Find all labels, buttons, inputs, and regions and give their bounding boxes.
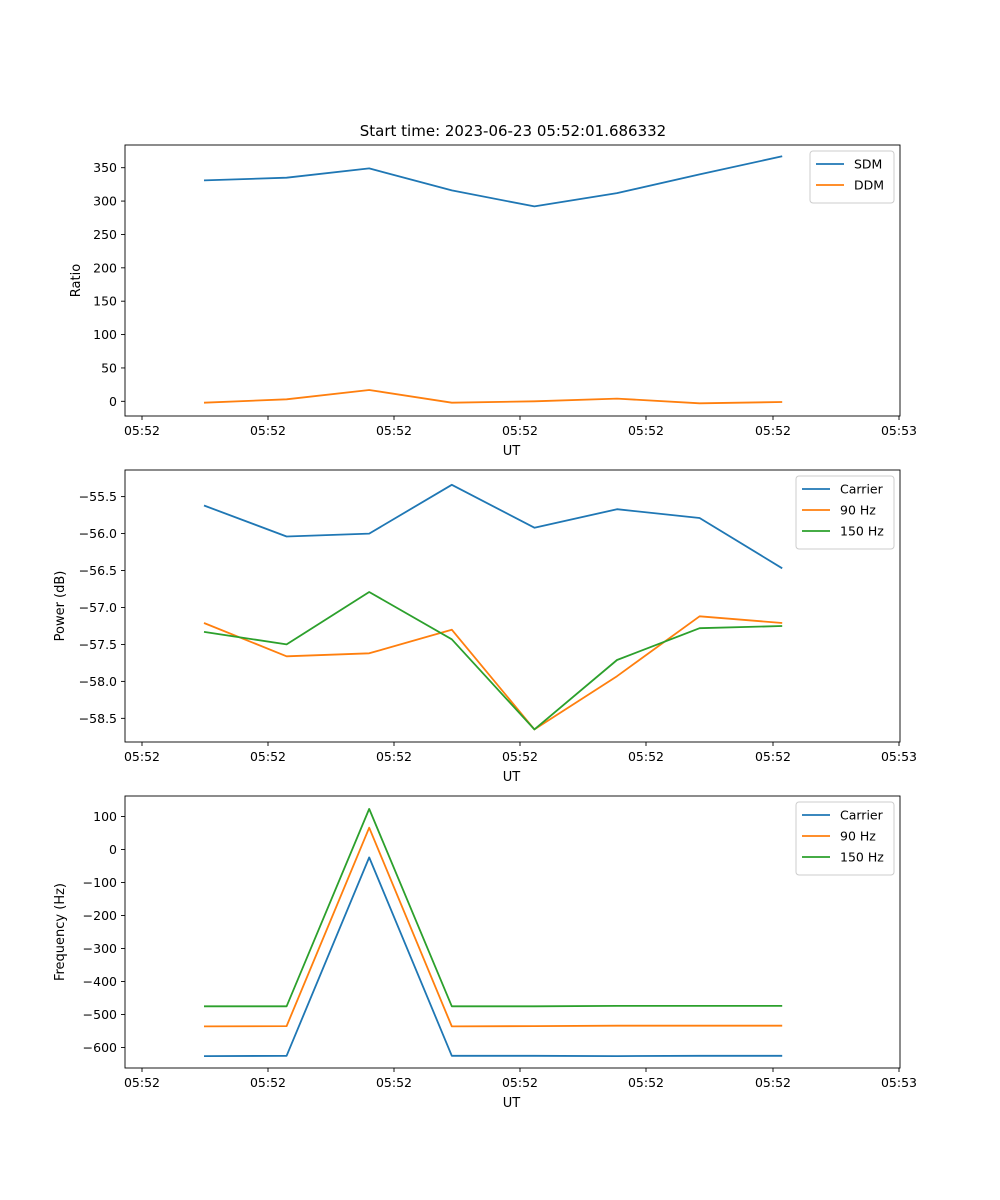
x-axis-label: UT — [503, 770, 521, 785]
y-tick-label: −56.0 — [79, 526, 117, 541]
series-line-150-hz — [204, 808, 783, 1008]
series-line-carrier — [203, 483, 783, 570]
x-tick-label: 05:52 — [124, 1075, 160, 1090]
x-tick-label: 05:52 — [502, 423, 538, 438]
x-tick-label: 05:52 — [376, 423, 412, 438]
legend-label: Carrier — [840, 808, 884, 823]
x-tick-label: 05:52 — [376, 1075, 412, 1090]
x-tick-label: 05:52 — [628, 1075, 664, 1090]
y-tick-label: 0 — [109, 394, 117, 409]
y-tick-label: −58.5 — [79, 711, 117, 726]
x-tick-label: 05:52 — [124, 423, 160, 438]
y-tick-label: −55.5 — [79, 489, 117, 504]
y-tick-label: −600 — [83, 1040, 117, 1055]
x-tick-label: 05:52 — [250, 423, 286, 438]
x-tick-label: 05:53 — [881, 423, 917, 438]
y-tick-label: −57.5 — [79, 637, 117, 652]
y-tick-label: 300 — [93, 194, 117, 209]
plot-area-frame — [124, 795, 901, 1069]
legend-label: 150 Hz — [840, 850, 884, 865]
plot-area-frame — [124, 144, 901, 417]
x-tick-label: 05:52 — [124, 749, 160, 764]
y-tick-label: −500 — [83, 1007, 117, 1022]
y-tick-label: −400 — [83, 974, 117, 989]
legend-label: 90 Hz — [840, 503, 876, 518]
y-tick-label: −57.0 — [79, 600, 117, 615]
chart-panel-2: 05:52 05:52 05:52 05:52 05:52 05:52 05:53 −58.5… — [53, 469, 917, 785]
y-tick-label: 350 — [93, 160, 117, 175]
legend-label: Carrier — [840, 482, 884, 497]
y-tick-label: 100 — [93, 809, 117, 824]
x-tick-label: 05:53 — [881, 1075, 917, 1090]
x-tick-label: 05:52 — [628, 749, 664, 764]
y-tick-label: −56.5 — [79, 563, 117, 578]
legend-label: SDM — [854, 157, 882, 172]
x-tick-label: 05:52 — [376, 749, 412, 764]
chart-panel-1: 05:52 05:52 05:52 05:52 05:52 05:52 05:53 0 50 10… — [69, 144, 917, 459]
x-tick-label: 05:52 — [755, 423, 791, 438]
y-axis-label: Ratio — [69, 264, 84, 297]
y-tick-label: 50 — [101, 360, 117, 375]
y-tick-label: −300 — [83, 941, 117, 956]
y-axis-label: Power (dB) — [53, 571, 68, 642]
y-tick-label: 250 — [93, 227, 117, 242]
chart-panel-3: 05:52 05:52 05:52 05:52 05:52 05:52 05:53 −600 −… — [53, 795, 917, 1111]
x-axis-label: UT — [503, 1096, 521, 1111]
legend-label: DDM — [854, 178, 884, 193]
x-axis-label: UT — [503, 444, 521, 459]
x-tick-label: 05:53 — [881, 749, 917, 764]
y-tick-label: 0 — [109, 842, 117, 857]
x-tick-label: 05:52 — [628, 423, 664, 438]
y-tick-label: 200 — [93, 260, 117, 275]
y-axis-label: Frequency (Hz) — [53, 883, 68, 981]
y-tick-label: 100 — [93, 327, 117, 342]
x-tick-label: 05:52 — [502, 749, 538, 764]
series-line-90-hz — [203, 615, 783, 731]
y-tick-label: 150 — [93, 294, 117, 309]
x-tick-label: 05:52 — [250, 1075, 286, 1090]
series-line-carrier — [203, 856, 783, 1057]
series-line-ddm — [203, 389, 783, 405]
y-tick-label: −200 — [83, 908, 117, 923]
y-tick-label: −100 — [83, 875, 117, 890]
legend-label: 150 Hz — [840, 524, 884, 539]
series-line-sdm — [203, 155, 783, 208]
series-line-90-hz — [203, 826, 783, 1028]
legend-label: 90 Hz — [840, 829, 876, 844]
y-tick-label: −58.0 — [79, 674, 117, 689]
x-tick-label: 05:52 — [755, 749, 791, 764]
chart-title: Start time: 2023-06-23 05:52:01.686332 — [360, 122, 666, 140]
x-tick-label: 05:52 — [502, 1075, 538, 1090]
x-tick-label: 05:52 — [250, 749, 286, 764]
x-tick-label: 05:52 — [755, 1075, 791, 1090]
series-line-150-hz — [203, 591, 783, 731]
plot-area-frame — [124, 469, 901, 743]
